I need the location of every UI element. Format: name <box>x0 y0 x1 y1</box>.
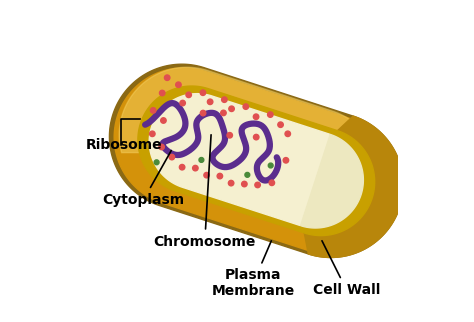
Circle shape <box>227 133 232 138</box>
Polygon shape <box>138 86 374 236</box>
Circle shape <box>208 99 213 105</box>
Circle shape <box>245 173 250 177</box>
Circle shape <box>229 106 234 111</box>
Polygon shape <box>114 68 399 254</box>
Circle shape <box>242 181 247 187</box>
Circle shape <box>253 114 259 119</box>
Polygon shape <box>119 67 375 153</box>
Circle shape <box>159 144 164 150</box>
Circle shape <box>255 182 260 188</box>
Polygon shape <box>109 64 403 258</box>
Circle shape <box>186 92 191 98</box>
Polygon shape <box>304 116 403 258</box>
Text: Chromosome: Chromosome <box>154 135 256 249</box>
Circle shape <box>285 131 291 137</box>
Circle shape <box>201 110 206 116</box>
Circle shape <box>150 108 156 113</box>
Text: Plasma
Membrane: Plasma Membrane <box>211 241 295 298</box>
Circle shape <box>161 118 166 123</box>
Polygon shape <box>301 131 374 236</box>
Polygon shape <box>301 134 364 228</box>
Circle shape <box>221 110 226 116</box>
Text: Ribosome: Ribosome <box>86 138 162 152</box>
Circle shape <box>180 100 185 106</box>
Circle shape <box>254 134 259 140</box>
Circle shape <box>278 122 283 128</box>
Circle shape <box>164 75 170 80</box>
Circle shape <box>159 90 165 96</box>
Circle shape <box>199 157 204 162</box>
Circle shape <box>179 165 185 170</box>
Circle shape <box>283 157 289 163</box>
Circle shape <box>200 90 206 95</box>
Circle shape <box>267 112 273 117</box>
Circle shape <box>192 166 198 171</box>
Circle shape <box>217 173 223 179</box>
Circle shape <box>169 154 174 160</box>
Circle shape <box>269 180 274 185</box>
Circle shape <box>228 180 234 186</box>
Circle shape <box>176 82 181 88</box>
Circle shape <box>268 163 273 168</box>
Circle shape <box>222 97 227 102</box>
Text: Cell Wall: Cell Wall <box>313 241 380 297</box>
Circle shape <box>243 104 248 109</box>
Polygon shape <box>149 94 364 228</box>
Circle shape <box>150 131 155 137</box>
Circle shape <box>204 172 210 178</box>
Text: Cytoplasm: Cytoplasm <box>102 151 185 207</box>
Circle shape <box>154 160 159 165</box>
